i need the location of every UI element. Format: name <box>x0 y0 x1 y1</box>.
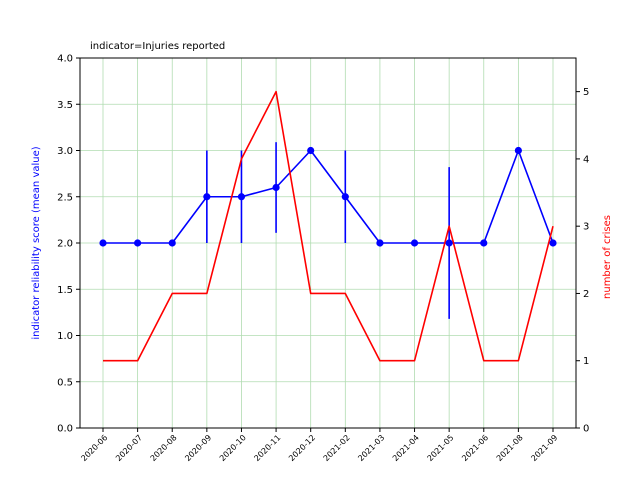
left-tick-label: 2.0 <box>57 239 73 250</box>
data-point <box>168 239 176 247</box>
x-tick-label: 2021-05 <box>426 433 456 463</box>
data-point <box>376 239 384 247</box>
data-point <box>272 183 280 192</box>
series-lines <box>103 90 554 362</box>
left-axis-label: indicator reliability score (mean value) <box>31 146 42 339</box>
x-tick-label: 2020-11 <box>252 433 282 463</box>
series-line-reliability <box>103 149 554 244</box>
left-axis-ticks: 0.0 0.5 1.0 1.5 2.0 2.5 3.0 3.5 4.0 <box>57 54 80 435</box>
series-line-crises <box>103 90 554 362</box>
x-tick-label: 2021-09 <box>529 433 559 463</box>
left-tick-label: 3.0 <box>57 146 73 157</box>
data-point <box>203 193 211 201</box>
x-tick-label: 2021-02 <box>322 433 352 463</box>
x-tick-label: 2020-07 <box>114 433 144 463</box>
x-tick-label: 2020-12 <box>287 433 317 463</box>
right-tick-label: 5 <box>583 87 589 98</box>
data-point <box>307 146 315 155</box>
data-point <box>410 239 419 247</box>
x-tick-label: 2020-06 <box>79 433 109 463</box>
x-tick-label: 2021-04 <box>391 433 421 463</box>
right-tick-label: 2 <box>583 289 589 300</box>
chart-title: indicator=Injuries reported <box>90 41 225 52</box>
data-point <box>514 146 522 155</box>
x-tick-label: 2020-10 <box>218 433 248 463</box>
data-point <box>445 239 453 247</box>
left-tick-label: 0.0 <box>57 424 73 435</box>
x-tick-label: 2020-09 <box>183 433 213 463</box>
right-axis-label: number of crises <box>602 215 613 299</box>
data-point <box>134 239 142 247</box>
data-point <box>549 239 557 247</box>
x-tick-label: 2021-03 <box>356 433 386 463</box>
data-point <box>237 193 246 201</box>
series-markers <box>99 146 557 247</box>
left-tick-label: 4.0 <box>57 54 73 65</box>
right-tick-label: 1 <box>583 356 589 367</box>
x-tick-label: 2020-08 <box>149 433 179 463</box>
left-tick-label: 1.5 <box>57 285 73 296</box>
right-tick-label: 3 <box>583 222 589 233</box>
error-bars <box>206 142 450 319</box>
left-tick-label: 3.5 <box>57 100 73 111</box>
data-point <box>341 193 349 201</box>
data-point <box>480 239 488 247</box>
x-axis-ticks: 2020-06 2020-07 2020-08 2020-09 2020-10 2020-… <box>79 428 559 463</box>
left-tick-label: 1.0 <box>57 331 73 342</box>
left-tick-label: 2.5 <box>57 192 73 203</box>
right-tick-label: 4 <box>583 154 589 165</box>
x-tick-label: 2021-08 <box>495 433 525 463</box>
left-tick-label: 0.5 <box>57 377 73 388</box>
right-axis-ticks: 0 1 2 3 4 5 <box>576 87 589 435</box>
right-tick-label: 0 <box>583 424 589 435</box>
x-tick-label: 2021-06 <box>460 433 490 463</box>
data-point <box>99 239 107 247</box>
